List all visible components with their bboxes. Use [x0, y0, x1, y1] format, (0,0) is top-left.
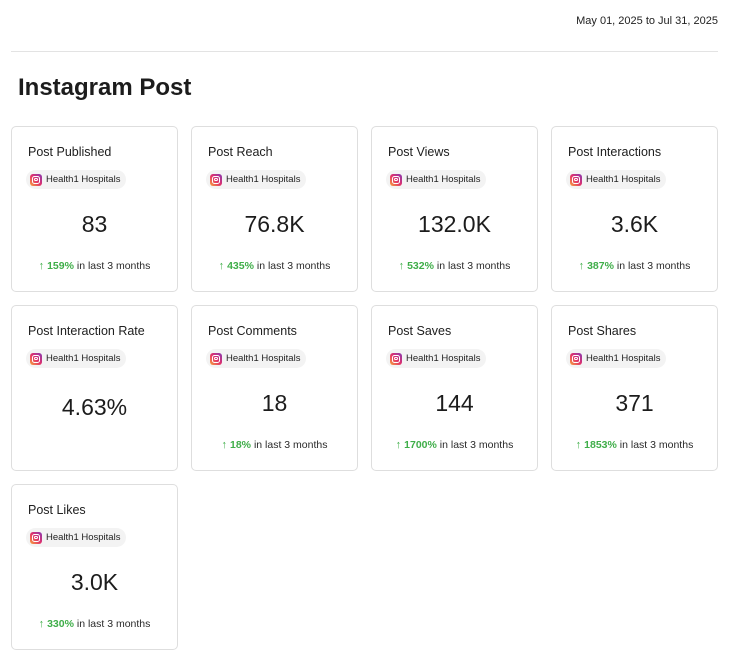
card-title: Post Saves — [388, 324, 452, 338]
instagram-icon — [570, 352, 582, 365]
header-divider — [11, 51, 718, 52]
metric-card-post-interactions: Post Interactions Health1 Hospitals 3.6K… — [551, 126, 718, 292]
account-chip: Health1 Hospitals — [386, 170, 487, 189]
card-title: Post Interaction Rate — [28, 324, 145, 338]
instagram-icon — [210, 352, 222, 365]
arrow-up-icon: ↑ — [398, 260, 405, 272]
arrow-up-icon: ↑ — [395, 439, 402, 451]
metric-value: 144 — [435, 390, 474, 416]
trend: ↑ 159% in last 3 months — [12, 260, 177, 272]
instagram-icon — [30, 531, 42, 544]
account-chip: Health1 Hospitals — [206, 170, 307, 189]
account-name: Health1 Hospitals — [46, 532, 121, 543]
account-name: Health1 Hospitals — [226, 174, 301, 185]
metric-value: 83 — [81, 211, 108, 237]
account-name: Health1 Hospitals — [406, 174, 481, 185]
trend: ↑ 1700% in last 3 months — [372, 439, 537, 451]
account-name: Health1 Hospitals — [586, 353, 661, 364]
trend-percent: 532% — [407, 260, 434, 272]
instagram-icon — [390, 173, 402, 186]
trend-period: in last 3 months — [253, 439, 328, 451]
arrow-up-icon: ↑ — [38, 260, 45, 272]
account-chip: Health1 Hospitals — [386, 349, 487, 368]
metric-value: 132.0K — [418, 211, 491, 237]
trend: ↑ 435% in last 3 months — [192, 260, 357, 272]
trend-percent: 159% — [47, 260, 74, 272]
trend: ↑ 532% in last 3 months — [372, 260, 537, 272]
arrow-up-icon: ↑ — [38, 618, 45, 630]
account-chip: Health1 Hospitals — [26, 349, 127, 368]
page-title: Instagram Post — [18, 74, 192, 101]
instagram-icon — [390, 352, 402, 365]
metric-value: 76.8K — [244, 211, 305, 237]
trend-percent: 1700% — [404, 439, 437, 451]
card-title: Post Views — [388, 145, 450, 159]
metric-card-post-saves: Post Saves Health1 Hospitals 144 ↑ 1700% … — [371, 305, 538, 471]
arrow-up-icon: ↑ — [575, 439, 582, 451]
arrow-up-icon: ↑ — [578, 260, 585, 272]
metrics-grid: Post Published Health1 Hospitals 83 ↑ 159… — [11, 126, 718, 650]
trend: ↑ 387% in last 3 months — [552, 260, 717, 272]
metric-card-post-shares: Post Shares Health1 Hospitals 371 ↑ 1853%… — [551, 305, 718, 471]
account-name: Health1 Hospitals — [586, 174, 661, 185]
account-name: Health1 Hospitals — [406, 353, 481, 364]
metric-card-post-likes: Post Likes Health1 Hospitals 3.0K ↑ 330% … — [11, 484, 178, 650]
card-title: Post Published — [28, 145, 112, 159]
trend-percent: 1853% — [584, 439, 617, 451]
metric-value: 371 — [615, 390, 654, 416]
card-title: Post Likes — [28, 503, 86, 517]
instagram-icon — [30, 173, 42, 186]
trend-period: in last 3 months — [76, 618, 151, 630]
account-name: Health1 Hospitals — [46, 353, 121, 364]
account-chip: Health1 Hospitals — [26, 170, 127, 189]
card-title: Post Reach — [208, 145, 273, 159]
metric-card-post-comments: Post Comments Health1 Hospitals 18 ↑ 18% … — [191, 305, 358, 471]
instagram-icon — [570, 173, 582, 186]
trend-percent: 330% — [47, 618, 74, 630]
metric-card-post-views: Post Views Health1 Hospitals 132.0K ↑ 532… — [371, 126, 538, 292]
metric-value: 3.6K — [610, 211, 659, 237]
card-title: Post Shares — [568, 324, 637, 338]
account-name: Health1 Hospitals — [226, 353, 301, 364]
card-title: Post Comments — [208, 324, 297, 338]
arrow-up-icon: ↑ — [218, 260, 225, 272]
trend-period: in last 3 months — [616, 260, 691, 272]
trend-period: in last 3 months — [619, 439, 694, 451]
metric-value: 4.63% — [61, 394, 128, 420]
trend-percent: 387% — [587, 260, 614, 272]
metric-card-post-reach: Post Reach Health1 Hospitals 76.8K ↑ 435%… — [191, 126, 358, 292]
arrow-up-icon: ↑ — [221, 439, 228, 451]
trend: ↑ 1853% in last 3 months — [552, 439, 717, 451]
metric-value: 18 — [261, 390, 288, 416]
date-range[interactable]: May 01, 2025 to Jul 31, 2025 — [576, 15, 718, 27]
account-chip: Health1 Hospitals — [566, 170, 667, 189]
trend-period: in last 3 months — [256, 260, 331, 272]
trend-percent: 18% — [230, 439, 252, 451]
instagram-icon — [30, 352, 42, 365]
account-chip: Health1 Hospitals — [566, 349, 667, 368]
instagram-icon — [210, 173, 222, 186]
trend-period: in last 3 months — [439, 439, 514, 451]
trend-percent: 435% — [227, 260, 254, 272]
account-chip: Health1 Hospitals — [26, 528, 127, 547]
trend: ↑ 18% in last 3 months — [192, 439, 357, 451]
card-title: Post Interactions — [568, 145, 662, 159]
metric-card-post-interaction-rate: Post Interaction Rate Health1 Hospitals … — [11, 305, 178, 471]
trend-period: in last 3 months — [76, 260, 151, 272]
metric-card-post-published: Post Published Health1 Hospitals 83 ↑ 159… — [11, 126, 178, 292]
account-name: Health1 Hospitals — [46, 174, 121, 185]
trend: ↑ 330% in last 3 months — [12, 618, 177, 630]
trend-period: in last 3 months — [436, 260, 511, 272]
metric-value: 3.0K — [70, 569, 119, 595]
account-chip: Health1 Hospitals — [206, 349, 307, 368]
